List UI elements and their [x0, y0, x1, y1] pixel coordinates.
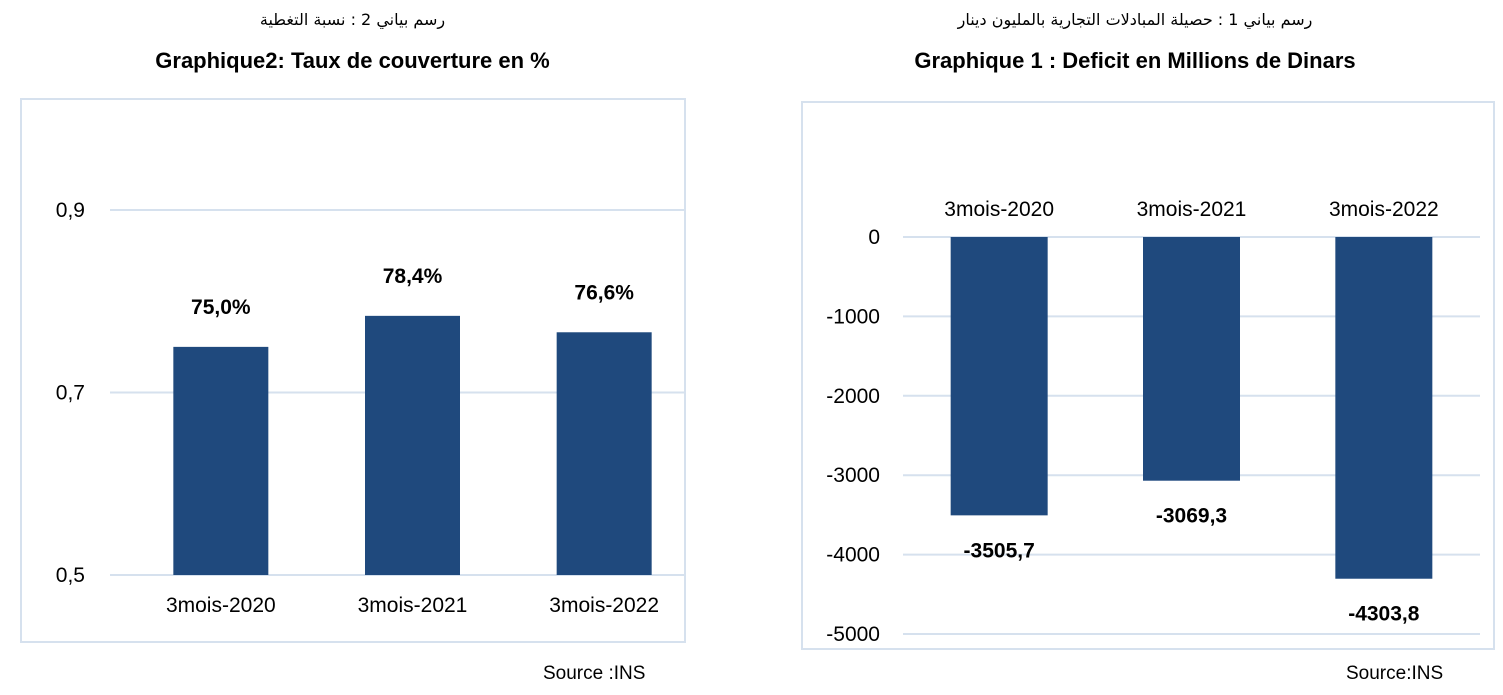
data-label: 75,0%	[191, 296, 251, 319]
data-label: -3069,3	[1156, 505, 1227, 528]
y-tick-label: -5000	[826, 623, 880, 646]
y-tick-label: 0,9	[56, 199, 85, 222]
data-label: 76,6%	[574, 281, 634, 304]
y-tick-label: 0,7	[56, 382, 85, 405]
deficit-chart: 0 -1000 -2000 -3000 -4000 -5000 -3505,7 3mois-2…	[826, 198, 1480, 646]
bar	[1335, 237, 1433, 579]
y-tick-label: -4000	[826, 544, 880, 567]
y-tick-label: -2000	[826, 385, 880, 408]
bar	[1143, 237, 1240, 481]
x-tick-label: 3mois-2021	[1137, 198, 1247, 221]
x-tick-label: 3mois-2021	[358, 594, 468, 617]
coverage-rate-chart: 0,5 0,7 0,9 75,0% 3mois-2020 78,4% 3mois-2021 7…	[56, 199, 685, 617]
x-tick-label: 3mois-2020	[166, 594, 276, 617]
x-tick-label: 3mois-2022	[549, 594, 659, 617]
y-tick-label: 0,5	[56, 564, 85, 587]
chart2-title-arabic: رسم بياني 2 : نسبة التغطية	[259, 10, 446, 29]
x-tick-label: 3mois-2022	[1329, 198, 1439, 221]
chart1-source: Source:INS	[1346, 663, 1444, 684]
data-label: 78,4%	[383, 265, 443, 288]
bar	[556, 332, 652, 575]
chart2-title: Graphique2: Taux de couverture en %	[155, 48, 550, 73]
chart2-source: Source :INS	[543, 663, 646, 684]
y-tick-label: 0	[868, 226, 880, 249]
bar	[365, 315, 460, 575]
data-label: -3505,7	[964, 539, 1035, 562]
data-label: -4303,8	[1348, 603, 1420, 626]
bar	[950, 237, 1048, 516]
chart1-title-arabic: رسم بياني 1 : حصيلة المبادلات التجارية ب…	[957, 10, 1313, 29]
bar	[173, 346, 269, 575]
x-tick-label: 3mois-2020	[944, 198, 1054, 221]
y-tick-label: -1000	[826, 305, 880, 328]
chart1-title: Graphique 1 : Deficit en Millions de Din…	[914, 48, 1356, 73]
y-tick-label: -3000	[826, 464, 880, 487]
